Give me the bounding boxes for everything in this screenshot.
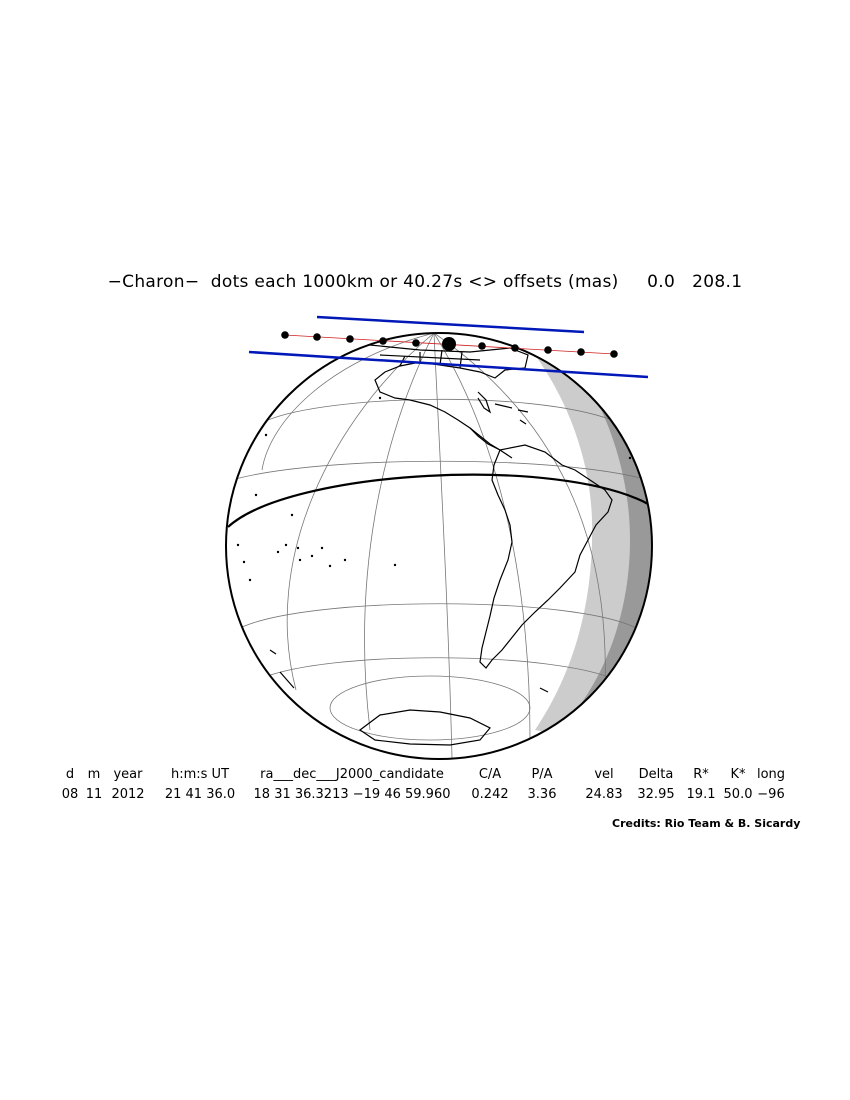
antarctica-outline	[358, 709, 491, 746]
equator-line	[227, 473, 651, 528]
credits-text: Credits: Rio Team & B. Sicardy	[612, 817, 801, 830]
value-pa: 3.36	[527, 787, 557, 802]
table-header-row: d m year h:m:s UT ra___dec___J2000_candi…	[0, 767, 850, 785]
plot-title: −Charon− dots each 1000km or 40.27s <> o…	[107, 272, 743, 292]
table-value-row: 08 11 2012 21 41 36.0 18 31 36.3213 −19 …	[0, 787, 850, 805]
value-delta: 32.95	[637, 787, 675, 802]
header-long: long	[756, 767, 786, 782]
time-dot	[511, 344, 519, 352]
florida	[477, 391, 492, 414]
south-america-outline	[479, 444, 613, 669]
header-vel: vel	[594, 767, 614, 782]
value-long: −96	[757, 787, 785, 802]
header-ca: C/A	[478, 767, 502, 782]
time-dot	[478, 342, 486, 350]
header-d: d	[65, 767, 75, 782]
time-dot	[379, 337, 387, 345]
value-radec: 18 31 36.3213 −19 46 59.960	[253, 787, 451, 802]
graticule	[231, 333, 649, 759]
value-d: 08	[61, 787, 79, 802]
caribbean-islands	[494, 403, 529, 425]
header-delta: Delta	[638, 767, 674, 782]
time-dot-central	[442, 337, 456, 351]
header-time: h:m:s UT	[170, 767, 230, 782]
time-dot	[412, 339, 420, 347]
continents	[269, 334, 613, 746]
value-rstar: 19.1	[686, 787, 716, 802]
header-radec: ra___dec___J2000_candidate	[260, 767, 444, 782]
time-dot	[577, 348, 585, 356]
time-dots	[281, 331, 618, 358]
value-ca: 0.242	[471, 787, 509, 802]
value-m: 11	[85, 787, 103, 802]
header-pa: P/A	[531, 767, 553, 782]
north-america-outline	[299, 334, 529, 459]
value-kstar: 50.0	[723, 787, 753, 802]
time-dot	[346, 335, 354, 343]
value-year: 2012	[111, 787, 145, 802]
value-vel: 24.83	[585, 787, 623, 802]
time-dot	[281, 331, 289, 339]
globe-disk	[226, 333, 652, 759]
header-year: year	[113, 767, 143, 782]
time-dot	[313, 333, 321, 341]
time-dot	[544, 346, 552, 354]
central-america	[469, 427, 501, 451]
time-dot	[610, 350, 618, 358]
night-region-light	[515, 333, 652, 759]
shadow-north-limit	[316, 315, 585, 334]
header-rstar: R*	[693, 767, 709, 782]
header-kstar: K*	[730, 767, 746, 782]
value-time: 21 41 36.0	[164, 787, 236, 802]
shadow-south-limit	[248, 350, 649, 379]
header-m: m	[87, 767, 101, 782]
globe-outline	[225, 332, 653, 760]
